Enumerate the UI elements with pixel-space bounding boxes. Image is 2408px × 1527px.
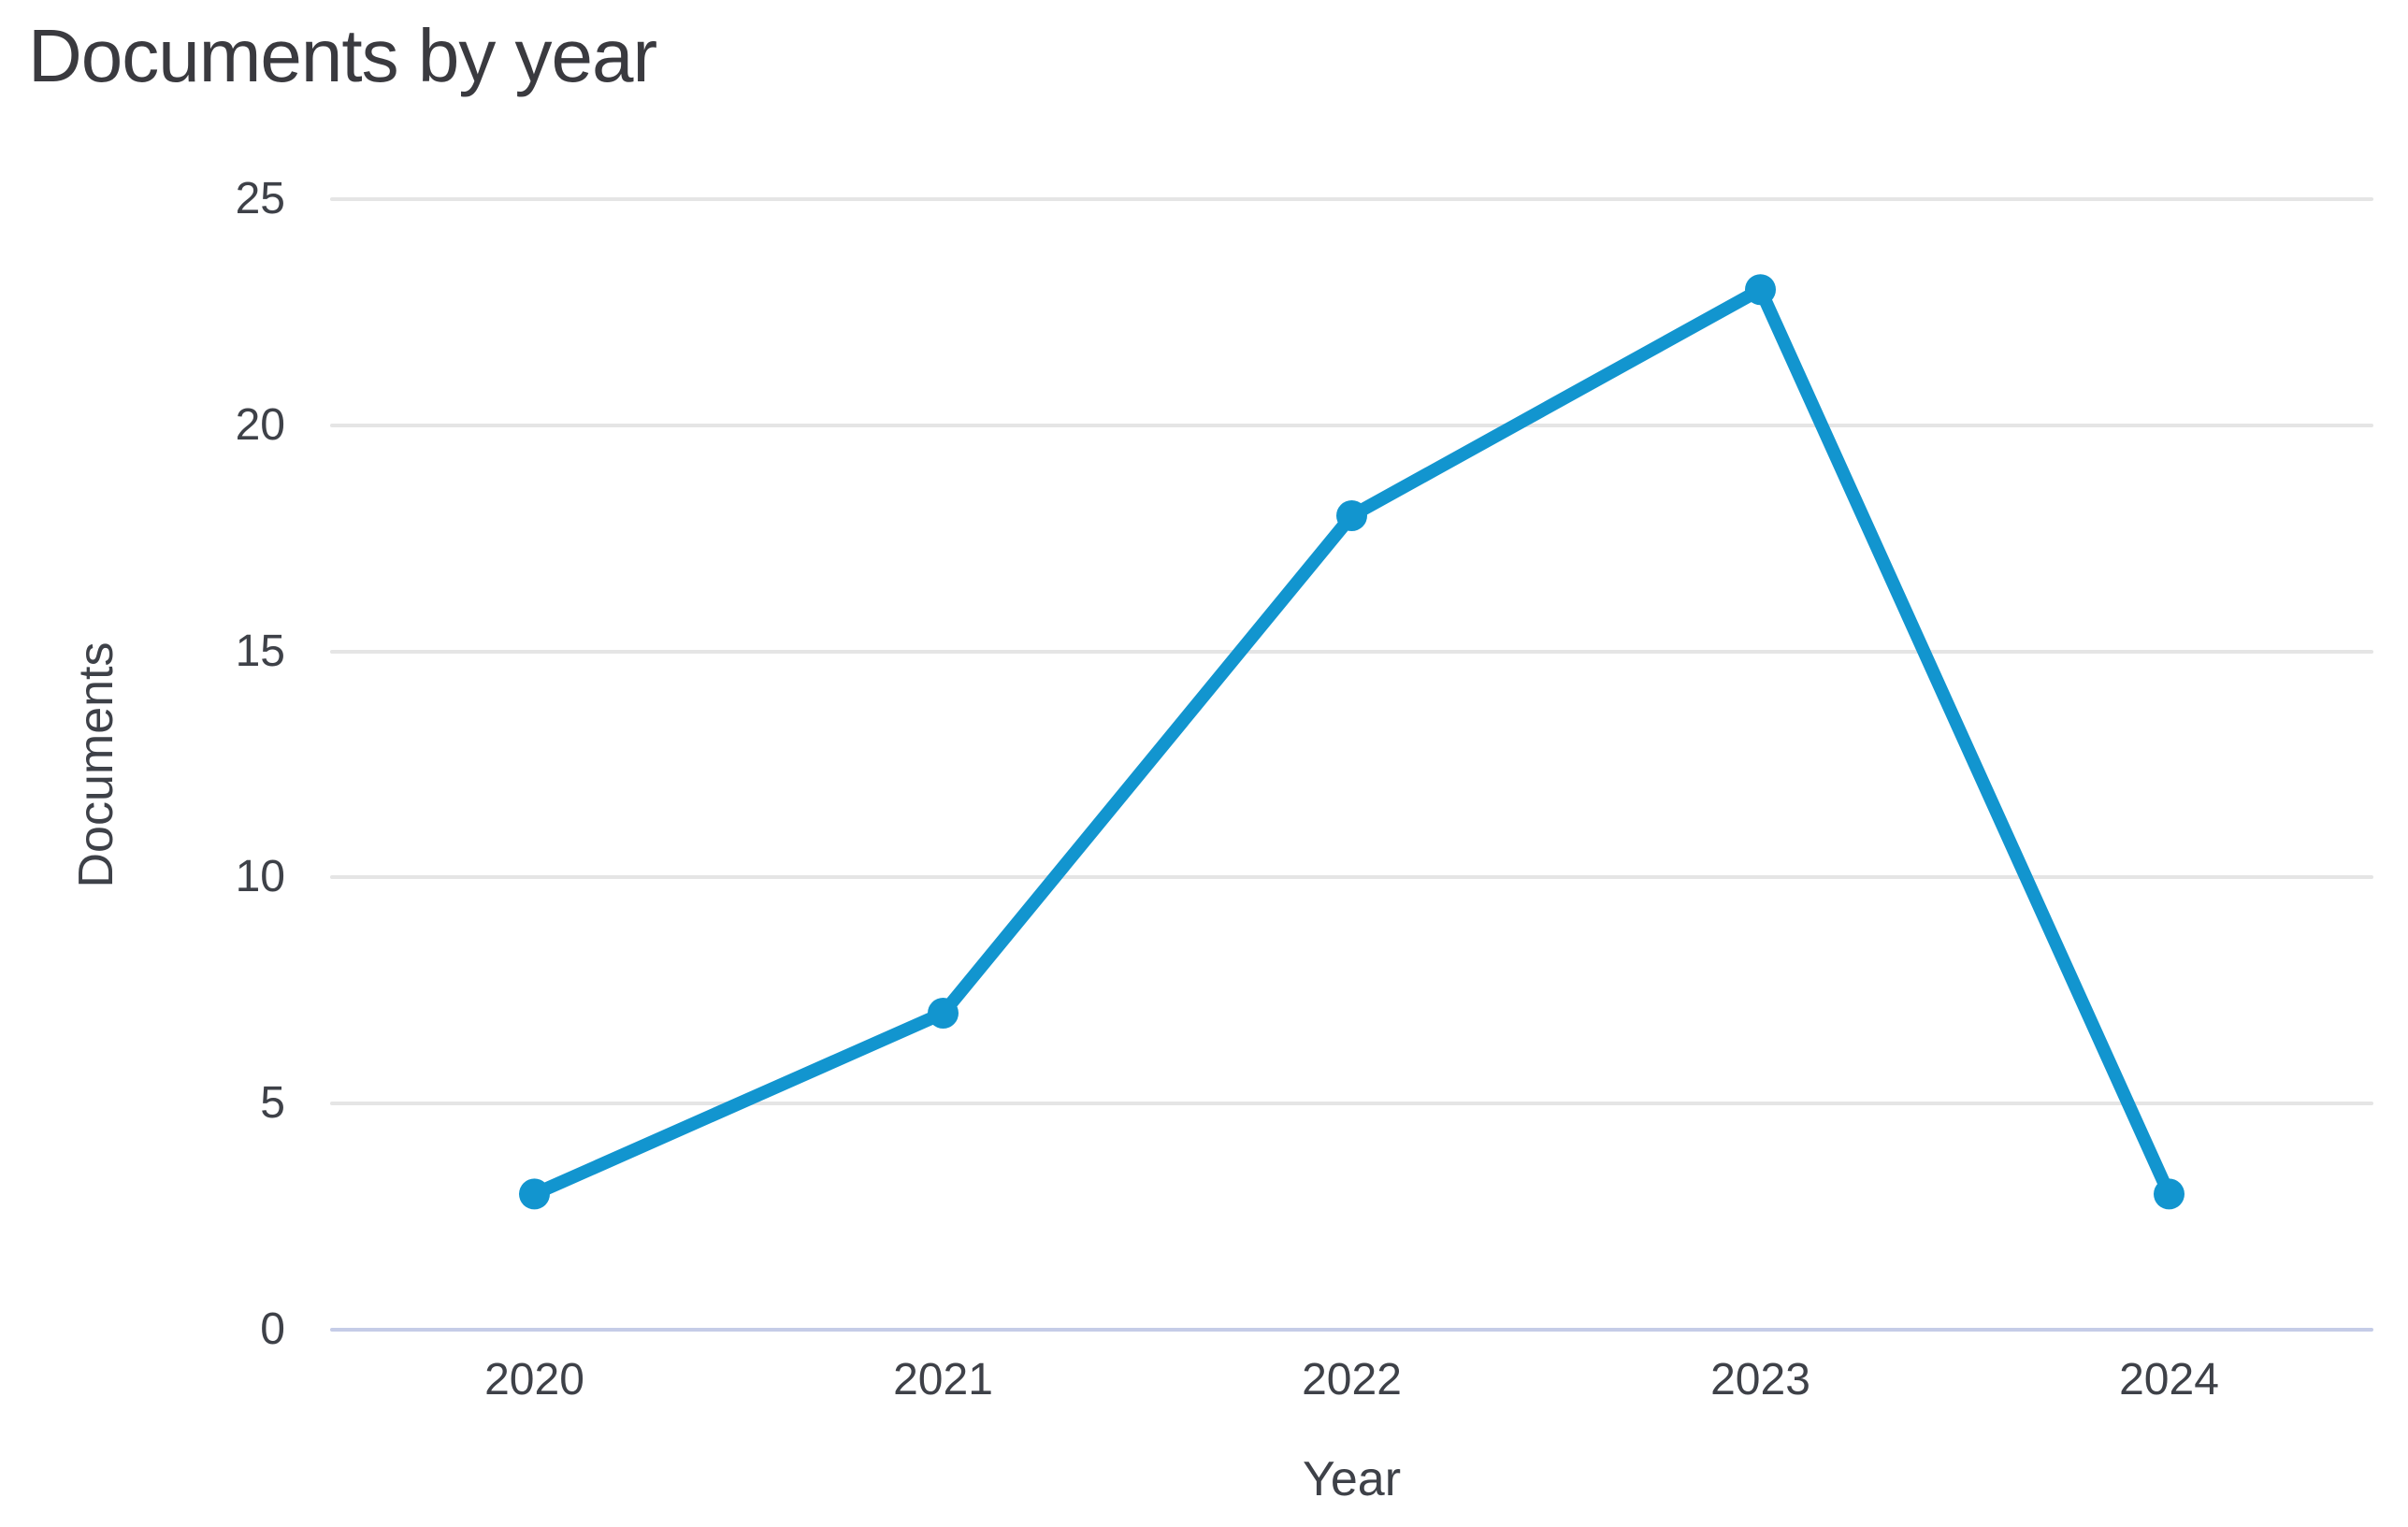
gridline-10 <box>330 875 2373 880</box>
data-point-2021[interactable] <box>928 998 959 1029</box>
line-series-documents <box>527 282 2176 1201</box>
x-tick-label-2022: 2022 <box>1302 1355 1402 1405</box>
gridline-5 <box>330 1102 2373 1106</box>
gridline-25 <box>330 197 2373 201</box>
gridline-20 <box>330 423 2373 427</box>
x-tick-label-2021: 2021 <box>893 1355 993 1405</box>
data-point-2024[interactable] <box>2154 1178 2185 1210</box>
data-point-2020[interactable] <box>519 1178 550 1210</box>
y-tick-label-20: 20 <box>235 399 285 450</box>
x-tick-label-2023: 2023 <box>1710 1355 1810 1405</box>
y-tick-label-0: 0 <box>260 1304 285 1354</box>
y-tick-label-10: 10 <box>235 852 285 902</box>
data-point-2022[interactable] <box>1336 500 1367 531</box>
chart-title: Documents by year <box>28 14 657 97</box>
data-point-2023[interactable] <box>1745 274 1776 306</box>
plot-canvas <box>519 274 2185 1210</box>
y-tick-label-5: 5 <box>260 1078 285 1129</box>
x-axis-line <box>330 1328 2373 1332</box>
y-tick-label-25: 25 <box>235 174 285 223</box>
y-tick-label-15: 15 <box>235 626 285 676</box>
gridline-15 <box>330 649 2373 654</box>
x-axis-title: Year <box>1302 1452 1402 1506</box>
y-axis-title: Documents <box>69 641 123 887</box>
x-tick-label-2020: 2020 <box>484 1355 584 1405</box>
x-tick-label-2024: 2024 <box>2119 1355 2219 1405</box>
